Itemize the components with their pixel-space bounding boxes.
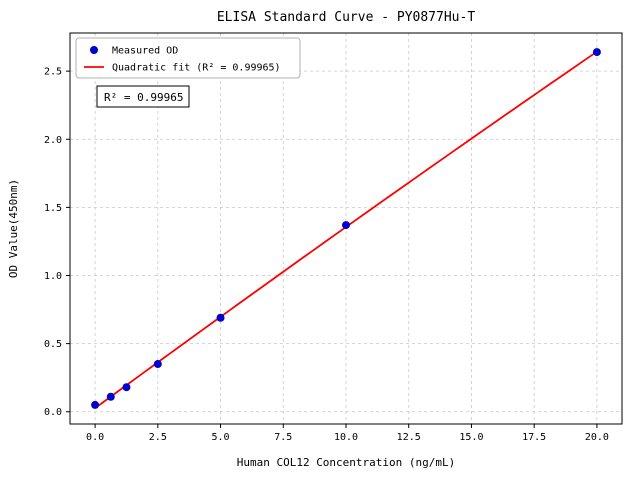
y-tick-label: 1.0 <box>44 271 62 282</box>
annotation-text: R² = 0.99965 <box>104 91 183 104</box>
y-tick-label: 2.5 <box>44 67 62 78</box>
legend: Measured OD Quadratic fit (R² = 0.99965) <box>75 37 301 79</box>
y-tick-label: 0.0 <box>44 407 62 418</box>
x-axis-label: Human COL12 Concentration (ng/mL) <box>237 456 456 469</box>
data-point-marker <box>153 360 162 369</box>
x-tick-label: 17.5 <box>522 432 546 443</box>
axis-ticks: 0.0 2.5 5.0 7.5 10.0 12.5 15.0 17.5 20.0 0.0 0.5 1.… <box>44 67 609 443</box>
legend-label-quadratic-fit: Quadratic fit (R² = 0.99965) <box>112 63 281 74</box>
data-point-marker <box>216 313 225 322</box>
data-point-marker <box>592 48 601 57</box>
data-point-marker <box>91 400 100 409</box>
r-squared-annotation: R² = 0.99965 <box>96 85 190 108</box>
legend-box <box>75 37 301 79</box>
x-tick-label: 15.0 <box>459 432 483 443</box>
x-tick-label: 5.0 <box>212 432 230 443</box>
x-tick-label: 0.0 <box>86 432 104 443</box>
legend-label-measured-od: Measured OD <box>112 46 178 57</box>
x-tick-label: 12.5 <box>397 432 421 443</box>
y-tick-label: 1.5 <box>44 203 62 214</box>
gridlines <box>70 33 622 424</box>
measured-od-points <box>91 48 601 409</box>
chart-title: ELISA Standard Curve - PY0877Hu-T <box>217 10 475 25</box>
data-point-marker <box>106 392 115 401</box>
x-tick-label: 7.5 <box>274 432 292 443</box>
y-axis-label: OD Value(450nm) <box>7 179 20 278</box>
x-tick-label: 10.0 <box>334 432 358 443</box>
x-tick-label: 20.0 <box>585 432 609 443</box>
data-point-marker <box>342 221 350 230</box>
y-tick-label: 2.0 <box>44 135 62 146</box>
data-point-marker <box>122 383 131 392</box>
y-tick-label: 0.5 <box>44 339 62 350</box>
annotation-box <box>96 85 190 108</box>
x-tick-label: 2.5 <box>149 432 167 443</box>
legend-dot-marker <box>90 46 98 54</box>
